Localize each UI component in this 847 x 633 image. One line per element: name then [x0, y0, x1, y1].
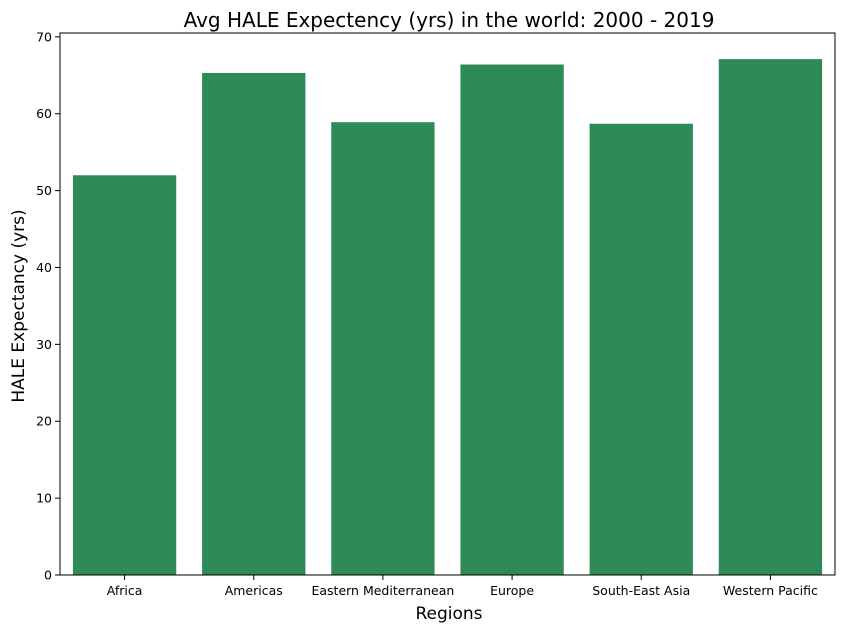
x-tick-label: Americas	[225, 583, 283, 598]
plot-frame	[59, 32, 836, 576]
y-tick-label: 70	[36, 29, 52, 44]
y-tick-label: 40	[36, 260, 52, 275]
bar-eastern-mediterranean	[331, 122, 435, 576]
bar-south-east-asia	[589, 123, 693, 575]
x-tick-label: Western Pacific	[723, 583, 818, 598]
bar-europe	[460, 64, 564, 576]
x-tick-label: Africa	[107, 583, 143, 598]
x-tick-label: South-East Asia	[592, 583, 690, 598]
bar-americas	[202, 72, 306, 575]
x-tick-label: Europe	[490, 583, 534, 598]
x-tick-label: Eastern Mediterranean	[311, 583, 454, 598]
x-axis-label: Regions	[415, 604, 482, 624]
y-axis-label: HALE Expectancy (yrs)	[9, 209, 29, 402]
bar-western-pacific	[718, 59, 823, 575]
y-tick-label: 10	[36, 491, 52, 506]
y-tick-label: 60	[36, 106, 52, 121]
y-tick-label: 30	[36, 337, 52, 352]
y-tick-label: 50	[36, 183, 52, 198]
y-tick-label: 20	[36, 414, 52, 429]
bar-africa	[72, 175, 177, 576]
chart-title: Avg HALE Expectency (yrs) in the world: …	[184, 8, 715, 32]
plot-area: Africa Americas Eastern Mediterranean Europ…	[36, 29, 836, 598]
y-tick-label: 0	[44, 568, 52, 583]
